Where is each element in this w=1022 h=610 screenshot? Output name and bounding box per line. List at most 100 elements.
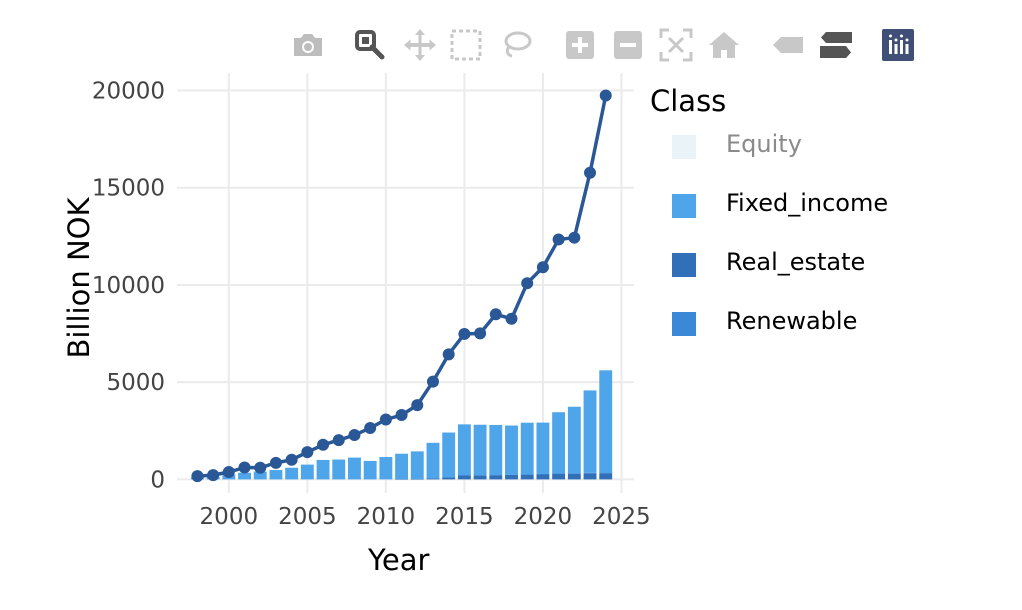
bar-fixed_income-2023[interactable]: [583, 390, 597, 473]
line-point-2016[interactable]: [474, 327, 487, 340]
x-tick-label: 2025: [592, 504, 651, 530]
line-point-2004[interactable]: [285, 453, 298, 466]
bar-real_estate-2015[interactable]: [457, 475, 471, 480]
line-point-2001[interactable]: [238, 461, 251, 474]
modebar: [288, 26, 928, 66]
line-point-2000[interactable]: [222, 466, 235, 478]
bar-fixed_income-2012[interactable]: [410, 451, 424, 479]
line-point-2011[interactable]: [395, 409, 408, 422]
bar-fixed_income-2002[interactable]: [253, 471, 267, 480]
tick-labels: 0 5000 10000 15000 20000 2000 2005 2010 2015 2020…: [92, 79, 651, 531]
bar-series[interactable]: [190, 370, 613, 480]
bar-real_estate-2020[interactable]: [536, 474, 550, 480]
line-point-2012[interactable]: [411, 399, 424, 412]
bar-fixed_income-2024[interactable]: [599, 370, 613, 473]
bar-fixed_income-2007[interactable]: [332, 459, 346, 480]
bar-real_estate-2018[interactable]: [505, 474, 518, 480]
bar-fixed_income-2020[interactable]: [536, 422, 550, 474]
bar-fixed_income-2011[interactable]: [395, 453, 409, 480]
y-tick-label: 10000: [92, 273, 165, 299]
bar-renewable-2022[interactable]: [567, 473, 581, 474]
camera-icon[interactable]: [290, 26, 326, 64]
bar-fixed_income-2021[interactable]: [552, 412, 566, 474]
legend-title: Class: [650, 84, 727, 118]
hover-closest-icon[interactable]: [770, 26, 806, 64]
line-point-2007[interactable]: [332, 434, 345, 447]
line-point-2010[interactable]: [379, 413, 392, 426]
bar-fixed_income-2015[interactable]: [457, 424, 471, 476]
bar-fixed_income-2005[interactable]: [300, 464, 314, 480]
bar-renewable-2020[interactable]: [536, 473, 550, 475]
bar-fixed_income-2009[interactable]: [363, 460, 377, 480]
bar-fixed_income-2018[interactable]: [505, 425, 518, 475]
bar-renewable-2024[interactable]: [599, 472, 613, 474]
line-point-2023[interactable]: [584, 166, 597, 179]
legend-label: Fixed_income: [726, 189, 889, 217]
line-point-1998[interactable]: [191, 470, 204, 483]
bar-real_estate-2017[interactable]: [489, 475, 503, 480]
bar-renewable-2021[interactable]: [552, 473, 566, 474]
zoom-icon[interactable]: [352, 26, 388, 64]
bar-real_estate-2022[interactable]: [567, 473, 581, 480]
bar-real_estate-2013[interactable]: [426, 478, 440, 480]
bar-fixed_income-2013[interactable]: [426, 442, 440, 479]
bar-real_estate-2019[interactable]: [520, 474, 534, 480]
y-tick-label: 5000: [106, 370, 165, 396]
bar-real_estate-2021[interactable]: [552, 473, 566, 480]
bar-renewable-2023[interactable]: [583, 472, 597, 474]
line-point-2017[interactable]: [489, 308, 502, 321]
bar-fixed_income-2016[interactable]: [473, 424, 487, 476]
bar-real_estate-2012[interactable]: [410, 479, 424, 480]
bar-fixed_income-2008[interactable]: [348, 457, 361, 480]
bar-fixed_income-2003[interactable]: [269, 470, 283, 480]
line-point-2020[interactable]: [536, 261, 549, 274]
bar-renewable-2019[interactable]: [520, 474, 534, 475]
pan-icon[interactable]: [402, 26, 438, 64]
bar-fixed_income-2017[interactable]: [489, 424, 503, 476]
zoom-out-icon[interactable]: [610, 26, 646, 64]
x-tick-label: 2015: [435, 504, 494, 530]
line-point-2022[interactable]: [568, 231, 581, 244]
bar-real_estate-2011[interactable]: [395, 479, 409, 480]
line-point-2015[interactable]: [458, 327, 471, 340]
bar-fixed_income-2014[interactable]: [442, 432, 456, 478]
lasso-select-icon[interactable]: [498, 26, 534, 64]
bar-fixed_income-2010[interactable]: [379, 457, 393, 480]
reset-axes-icon[interactable]: [706, 26, 742, 64]
line-point-2024[interactable]: [599, 89, 612, 102]
line-point-2008[interactable]: [348, 429, 361, 442]
line-point-2002[interactable]: [254, 461, 267, 474]
x-tick-label: 2010: [357, 504, 416, 530]
line-point-2005[interactable]: [301, 446, 314, 459]
y-tick-label: 0: [150, 467, 165, 493]
line-point-2018[interactable]: [505, 312, 518, 325]
y-tick-label: 15000: [92, 176, 165, 202]
bar-fixed_income-2006[interactable]: [316, 459, 330, 480]
line-point-2021[interactable]: [552, 233, 565, 246]
legend-label: Real_estate: [726, 248, 866, 276]
line-point-2009[interactable]: [364, 422, 377, 435]
bar-real_estate-2014[interactable]: [442, 477, 456, 480]
x-tick-label: 2005: [278, 504, 337, 530]
y-axis-title: Billion NOK: [62, 197, 96, 359]
zoom-in-icon[interactable]: [562, 26, 598, 64]
line-point-1999[interactable]: [207, 469, 220, 482]
bar-fixed_income-2001[interactable]: [238, 472, 251, 480]
bar-fixed_income-2004[interactable]: [285, 467, 299, 480]
plotly-logo-icon[interactable]: [880, 26, 916, 64]
box-select-icon[interactable]: [448, 26, 484, 64]
autoscale-icon[interactable]: [658, 26, 694, 64]
hover-compare-icon[interactable]: [818, 26, 854, 64]
bar-fixed_income-2022[interactable]: [567, 406, 581, 474]
bar-real_estate-2023[interactable]: [583, 473, 597, 480]
line-point-2014[interactable]: [442, 348, 455, 361]
bar-real_estate-2016[interactable]: [473, 475, 487, 480]
line-point-2013[interactable]: [426, 375, 439, 388]
bar-fixed_income-2019[interactable]: [520, 422, 534, 475]
line-point-2019[interactable]: [521, 277, 534, 290]
line-series[interactable]: [191, 89, 612, 483]
bar-real_estate-2024[interactable]: [599, 473, 613, 480]
line-point-2003[interactable]: [269, 456, 282, 469]
line-point-2006[interactable]: [317, 438, 330, 451]
